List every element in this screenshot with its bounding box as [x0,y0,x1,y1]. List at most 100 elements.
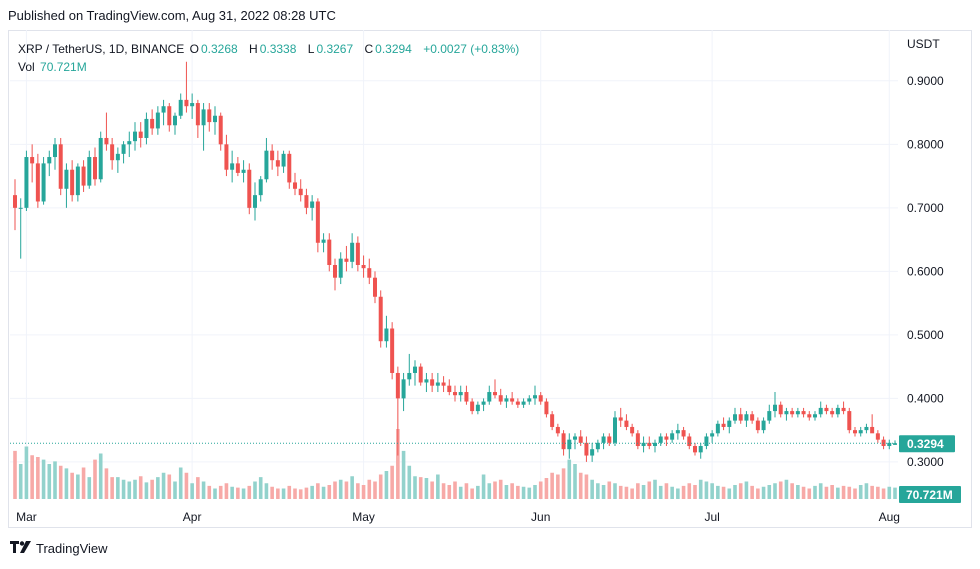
volume-bar [727,488,732,499]
candle-body [744,414,749,421]
candle-body [761,420,766,431]
volume-bar [333,481,337,499]
volume-bar [538,481,543,499]
change-value: +0.0027 (+0.83%) [423,42,520,56]
volume-bar [13,450,17,499]
volume-bar [36,457,40,499]
volume-bar [247,485,252,499]
candle-body [515,401,520,405]
volume-bar [761,486,766,499]
volume-bar [487,483,492,499]
candle-body [315,201,320,243]
candle-body [750,414,755,421]
candle-body [81,166,86,186]
candle-body [401,379,406,399]
candle-body [538,395,543,402]
volume-bar [224,483,229,499]
volume-bar [756,488,760,499]
volume-bar [807,488,812,499]
volume-value: 70.721M [40,60,87,74]
candle-body [790,411,795,415]
volume-bar [104,468,109,499]
volume-bar [344,481,349,499]
volume-bar [350,476,354,499]
volume-bar [716,485,720,499]
y-tick-label: 0.4000 [907,391,944,405]
volume-bar [550,472,554,499]
volume-bar [561,468,566,499]
volume-bar [596,483,600,499]
volume-bar [390,465,394,499]
volume-bar [613,483,617,499]
volume-bar [710,483,714,499]
candle-body [327,239,332,265]
candle-body [721,423,726,427]
volume-bar [87,477,92,499]
volume-bar [178,467,183,499]
volume-bar [338,479,343,499]
candle-body [475,404,480,412]
candle-body [133,131,137,142]
volume-bar [230,486,234,499]
volume-bar [681,485,686,499]
candle-body [453,392,457,396]
candle-body [24,157,29,208]
volume-bar [93,459,97,499]
candle-body [167,106,172,126]
candle-body [287,153,292,183]
candle-body [561,433,566,450]
candle-body [853,430,857,434]
volume-bar [813,485,817,499]
candle-body [173,115,177,126]
volume-bar [304,487,309,499]
volume-bar [298,489,303,499]
volume-bar [81,467,86,499]
volume-bar [53,461,57,499]
volume-bar [401,450,406,499]
candle-body [384,328,389,342]
volume-bar [161,472,166,499]
candle-body [121,144,126,154]
candle-body [887,442,892,447]
volume-bar [738,483,743,499]
volume-bar [750,485,754,499]
candle-body [550,414,555,427]
candle-body [195,103,200,126]
volume-bar [116,477,120,499]
candle-body [533,395,537,399]
volume-bar [18,464,23,499]
volume-bar [584,474,589,499]
candle-body [527,398,532,402]
volume-bar [241,488,246,499]
volume-bar [687,483,692,499]
candle-body [190,103,195,107]
candle-body [213,115,217,123]
volume-bar [310,485,314,499]
candle-body [207,109,212,123]
volume-bar [447,485,452,499]
chart-frame[interactable] [8,30,972,528]
candle-body [773,404,777,412]
candle-body [378,296,383,342]
volume-bar [367,479,372,499]
volume-bar [281,488,286,499]
candle-body [778,404,783,415]
volume-bar [510,483,514,499]
volume-bar [58,465,63,499]
volume-bar [430,481,434,499]
candle-body [493,392,497,396]
volume-bar [733,485,737,499]
tradingview-brand[interactable]: TradingView [10,541,108,556]
volume-bar [658,485,663,499]
candle-body [607,436,612,443]
symbol-label[interactable]: XRP / TetherUS, 1D, BINANCE [18,42,185,56]
volume-bar [698,479,703,499]
volume-bar [653,479,657,499]
volume-bar [841,485,846,499]
candle-body [693,446,697,453]
candle-body [618,417,623,421]
last-price-label: 0.3294 [907,437,944,451]
volume-bar [98,453,103,499]
candle-body [258,179,263,196]
